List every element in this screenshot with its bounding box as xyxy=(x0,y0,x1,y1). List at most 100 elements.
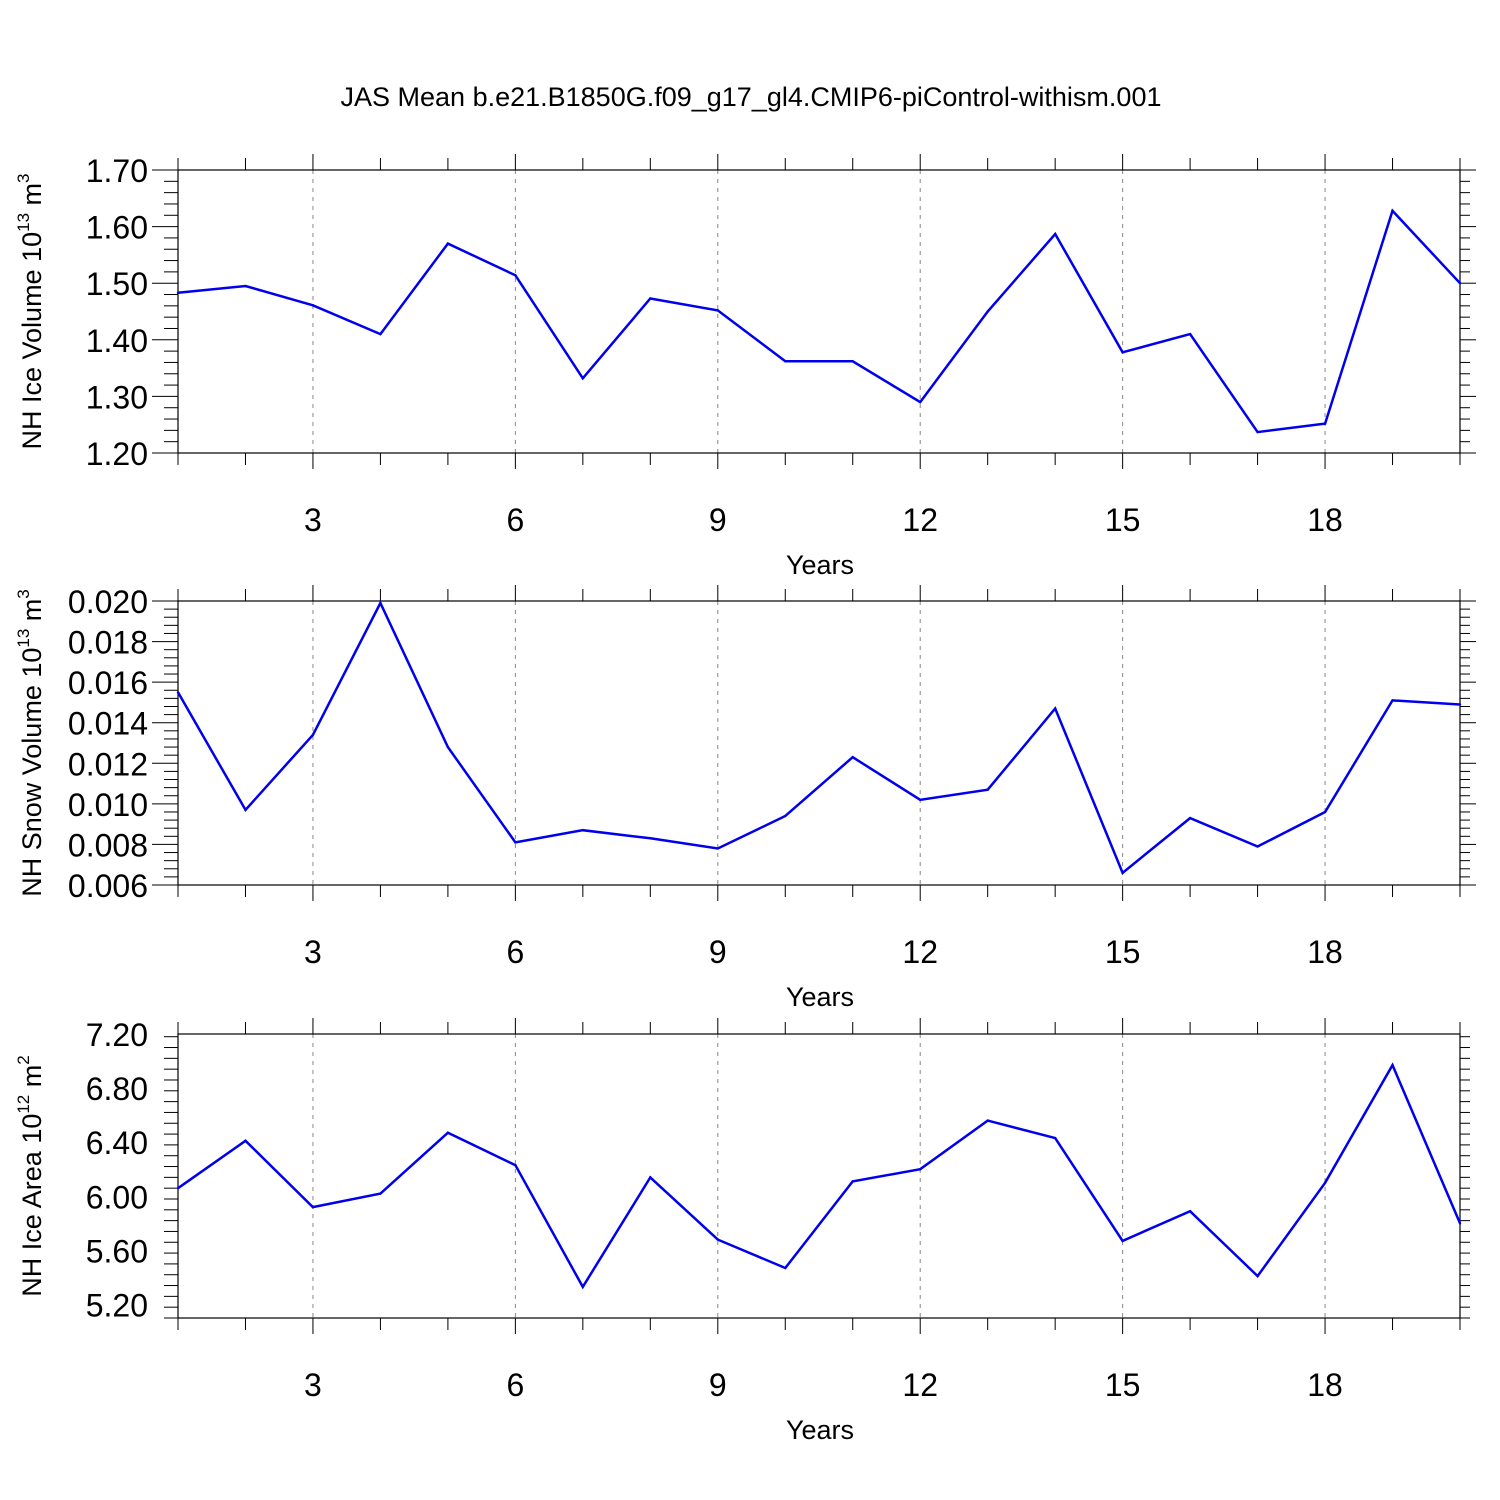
panel-3: 3 6 9 12 15 18 5.20 5.60 6.00 6.40 6.80 7.20 Years NH… xyxy=(14,1017,1470,1445)
data-point xyxy=(1053,232,1057,236)
plot-frame xyxy=(177,169,1461,454)
data-point xyxy=(581,1285,585,1289)
y-axis-label-unit: m xyxy=(17,1065,47,1095)
data-point xyxy=(446,745,450,749)
series-line xyxy=(176,600,1461,875)
y-tick-label: 0.008 xyxy=(68,827,148,863)
y-axis-label-unit-exp: 2 xyxy=(14,1055,33,1064)
y-axis-label: NH Ice Volume 1013 m3 xyxy=(14,174,47,450)
data-point xyxy=(649,297,652,300)
y-tick-label: 0.010 xyxy=(68,787,148,823)
x-tick-label: 12 xyxy=(902,502,938,538)
y-tick-label: 6.40 xyxy=(86,1125,148,1161)
y-axis-label-main: NH Ice Area 10 xyxy=(17,1114,47,1297)
x-tick-label: 9 xyxy=(709,502,727,538)
data-point xyxy=(514,841,517,844)
data-point xyxy=(851,360,854,363)
data-point xyxy=(176,691,180,694)
data-point xyxy=(986,310,989,313)
data-point xyxy=(649,837,652,840)
panels: 3 6 9 12 15 18 1.20 1.30 1.40 1.50 1.60 1.70 Years NH… xyxy=(14,153,1476,1445)
data-point xyxy=(784,360,787,363)
data-point xyxy=(1323,810,1327,814)
x-axis-label: Years xyxy=(786,550,854,580)
x-tick-label: 9 xyxy=(709,1367,727,1403)
data-point xyxy=(379,601,382,605)
x-tick-label: 15 xyxy=(1105,934,1141,970)
x-tick-label: 18 xyxy=(1307,1367,1343,1403)
y-tick-label: 0.020 xyxy=(68,584,148,620)
y-axis-label-unit-exp: 3 xyxy=(14,174,33,183)
y-tick-label: 0.018 xyxy=(68,625,148,661)
y-tick-label: 5.20 xyxy=(86,1287,148,1323)
y-axis-label-unit: m xyxy=(17,599,47,629)
data-point xyxy=(176,1186,180,1190)
data-point xyxy=(851,1180,854,1183)
y-axis-label-unit: m xyxy=(17,183,47,213)
data-point xyxy=(1391,1063,1394,1067)
plot-frame xyxy=(177,1033,1461,1319)
data-point xyxy=(581,829,585,832)
x-tick-label: 15 xyxy=(1105,1367,1141,1403)
data-point xyxy=(1458,703,1462,706)
data-point xyxy=(1458,1222,1462,1225)
y-tick-label: 0.006 xyxy=(68,868,148,904)
data-point xyxy=(716,847,719,850)
y-tick-label: 6.80 xyxy=(86,1071,148,1107)
data-point xyxy=(379,332,382,336)
data-point xyxy=(716,1238,719,1241)
data-point xyxy=(244,284,247,288)
data-point xyxy=(716,309,719,312)
data-point xyxy=(784,814,787,818)
series-line xyxy=(177,1062,1462,1290)
x-tick-label: 3 xyxy=(304,934,322,970)
series-line xyxy=(177,208,1461,434)
data-point xyxy=(919,400,922,404)
data-point xyxy=(1323,1181,1327,1184)
y-axis-label-main: NH Ice Volume 10 xyxy=(17,232,47,450)
plot-frame xyxy=(177,600,1461,886)
data-point xyxy=(311,733,315,737)
data-point xyxy=(919,1168,922,1171)
y-axis-label-main: NH Snow Volume 10 xyxy=(17,648,47,897)
data-point xyxy=(1256,430,1259,434)
data-point xyxy=(1188,332,1192,336)
x-axis-label: Years xyxy=(786,1415,854,1445)
y-tick-label: 6.00 xyxy=(86,1179,148,1215)
y-tick-label: 5.60 xyxy=(86,1233,148,1269)
x-tick-label: 9 xyxy=(709,934,727,970)
data-point xyxy=(986,1119,989,1122)
x-tick-label: 6 xyxy=(506,1367,524,1403)
data-point xyxy=(1053,1136,1057,1140)
y-axis-label: NH Snow Volume 1013 m3 xyxy=(14,589,47,897)
data-point xyxy=(311,304,315,307)
data-point xyxy=(176,291,180,295)
y-tick-label: 1.20 xyxy=(86,436,148,472)
data-point xyxy=(986,788,989,791)
x-tick-label: 12 xyxy=(902,1367,938,1403)
data-point xyxy=(446,242,450,245)
data-point xyxy=(649,1176,652,1179)
data-point xyxy=(244,1139,247,1143)
y-tick-label: 1.40 xyxy=(86,323,148,359)
y-tick-label: 0.014 xyxy=(68,706,148,742)
data-point xyxy=(446,1131,450,1134)
figure-title: JAS Mean b.e21.B1850G.f09_g17_gl4.CMIP6-… xyxy=(341,82,1162,112)
y-axis-label-exp: 13 xyxy=(14,213,33,232)
data-point xyxy=(1323,422,1327,425)
x-tick-label: 6 xyxy=(506,502,524,538)
y-axis-label: NH Ice Area 1012 m2 xyxy=(14,1055,47,1296)
x-tick-label: 18 xyxy=(1307,502,1343,538)
y-axis-label-exp: 12 xyxy=(14,1095,33,1114)
y-tick-label: 1.50 xyxy=(86,266,148,302)
data-point xyxy=(514,1163,517,1167)
data-point xyxy=(1256,845,1259,848)
y-tick-label: 1.60 xyxy=(86,210,148,246)
x-axis-label: Years xyxy=(786,982,854,1012)
data-point xyxy=(1391,699,1394,702)
panel-1: 3 6 9 12 15 18 1.20 1.30 1.40 1.50 1.60 1.70 Years NH… xyxy=(14,153,1476,580)
y-axis-label-exp: 13 xyxy=(14,629,33,648)
data-point xyxy=(1053,707,1057,710)
y-tick-label: 0.016 xyxy=(68,665,148,701)
